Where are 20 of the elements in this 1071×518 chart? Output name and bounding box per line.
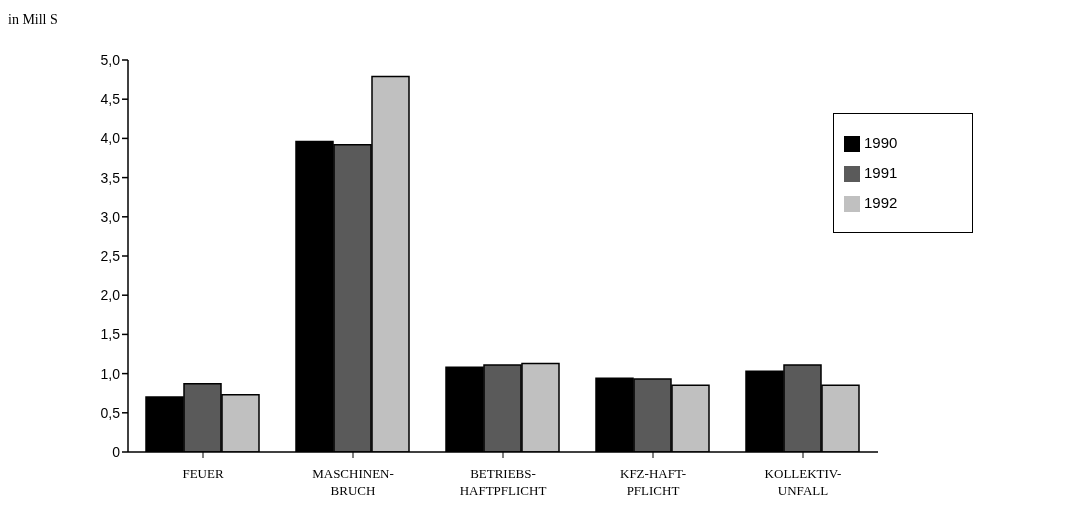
y-tick-label: 3,5: [100, 169, 121, 186]
x-tick-label: KOLLEKTIV- UNFALL: [764, 466, 842, 498]
legend-label: 1992: [864, 194, 898, 211]
y-tick-label: 0: [112, 443, 121, 460]
y-tick-label: 2,5: [100, 247, 121, 264]
x-tick-label: MASCHINEN- BRUCH: [312, 466, 394, 498]
y-tick-label: 0,5: [100, 404, 121, 421]
legend-label: 1991: [864, 164, 898, 181]
y-axis-title: in Mill S: [8, 12, 58, 28]
x-tick-label: FEUER: [182, 466, 224, 481]
y-tick-label: 1,5: [100, 326, 121, 343]
y-tick-label: 5,0: [100, 51, 121, 68]
x-tick-label: BETRIEBS- HAFTPFLICHT: [459, 466, 547, 498]
y-tick-label: 4,0: [100, 130, 121, 147]
y-tick-label: 1,0: [100, 365, 121, 382]
y-tick-label: 4,5: [100, 91, 121, 108]
legend-label: 1990: [864, 134, 898, 151]
y-tick-label: 3,0: [100, 208, 121, 225]
x-tick-label: KFZ-HAFT- PFLICHT: [620, 466, 686, 498]
y-tick-label: 2,0: [100, 287, 121, 304]
